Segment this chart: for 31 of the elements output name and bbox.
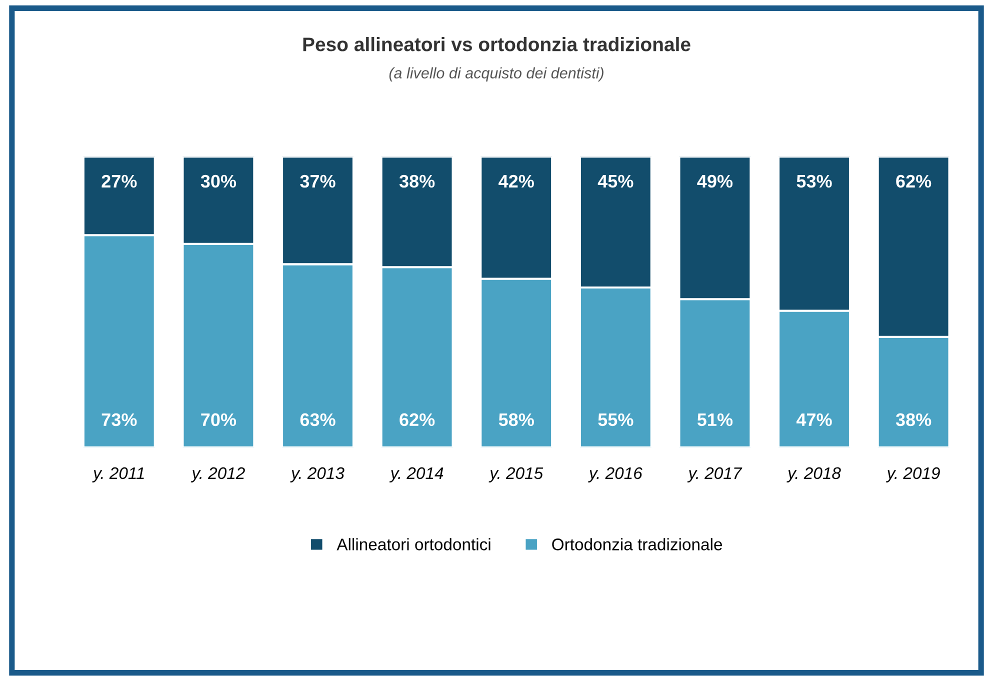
data-label: 27% bbox=[102, 174, 137, 188]
data-label: 51% bbox=[697, 413, 733, 426]
legend-label: Allineatori ortodontici bbox=[336, 538, 490, 550]
x-tick-label: y. 2019 bbox=[886, 467, 940, 482]
x-tick-label: y. 2017 bbox=[687, 467, 742, 482]
x-tick-label: y. 2012 bbox=[190, 467, 245, 482]
data-label: 42% bbox=[498, 174, 534, 188]
data-label: 38% bbox=[399, 174, 435, 188]
data-label: 47% bbox=[796, 413, 832, 426]
x-tick-label: y. 2016 bbox=[588, 467, 642, 482]
data-label: 49% bbox=[697, 174, 733, 188]
data-label: 38% bbox=[896, 413, 932, 426]
x-tick-label: y. 2014 bbox=[389, 467, 444, 482]
legend-label: Ortodonzia tradizionale bbox=[552, 538, 722, 550]
data-label: 73% bbox=[102, 413, 137, 426]
chart-title: Peso allineatori vs ortodonzia tradizionale bbox=[303, 36, 690, 52]
data-label: 45% bbox=[598, 174, 634, 188]
x-tick-label: y. 2015 bbox=[488, 467, 544, 482]
data-label: 62% bbox=[896, 174, 932, 188]
data-label: 55% bbox=[598, 413, 634, 426]
x-tick-label: y. 2011 bbox=[92, 467, 144, 482]
x-tick-label: y. 2018 bbox=[786, 467, 841, 482]
data-label: 37% bbox=[300, 174, 336, 188]
data-label: 30% bbox=[200, 174, 236, 188]
x-tick-label: y. 2013 bbox=[290, 467, 344, 482]
data-label: 53% bbox=[796, 174, 832, 188]
data-label: 62% bbox=[400, 413, 435, 426]
data-label: 63% bbox=[300, 413, 336, 426]
data-label: 58% bbox=[498, 413, 534, 426]
data-label: 70% bbox=[201, 413, 236, 426]
chart-subtitle: (a livello di acquisto dei dentisti) bbox=[389, 67, 604, 82]
